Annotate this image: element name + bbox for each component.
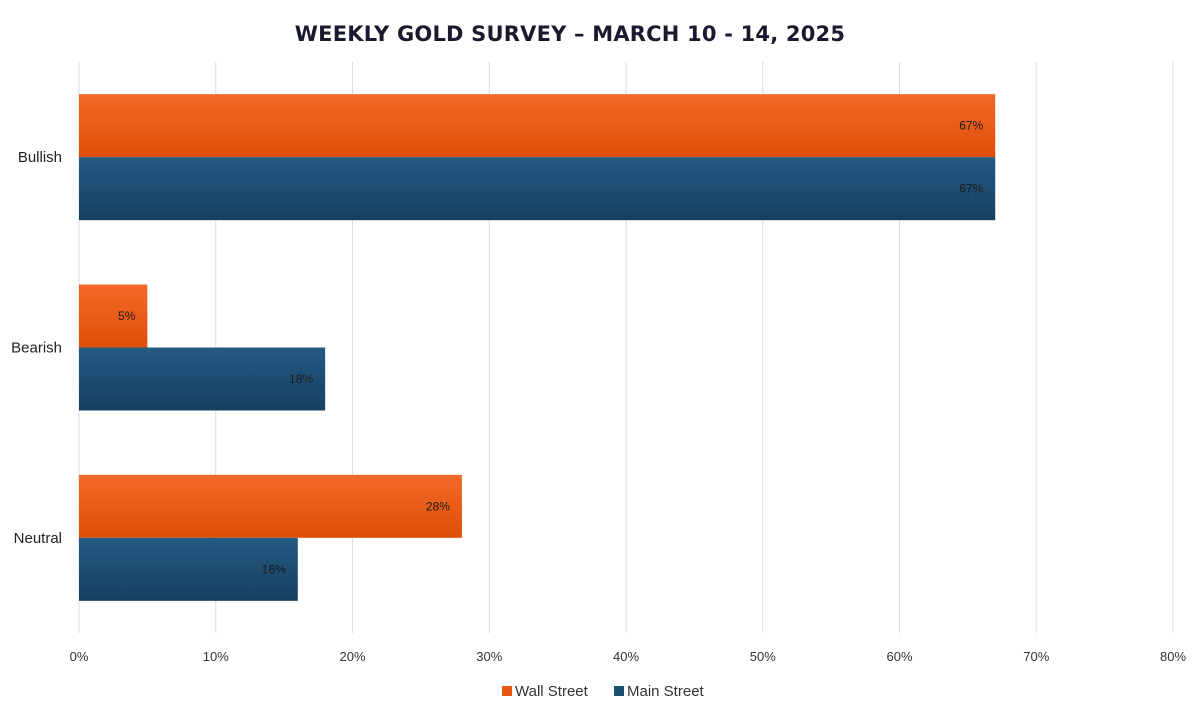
data-label: 16% [262,562,286,576]
legend-label: Wall Street [515,683,589,700]
x-tick-label: 70% [1023,649,1049,664]
data-label: 67% [959,182,983,196]
category-label: Bullish [18,149,62,166]
legend: Wall Street Main Street [502,683,705,700]
bar-main-street [79,537,298,601]
bar-wall-street [79,284,148,348]
x-tick-label: 60% [886,649,912,664]
data-label: 28% [426,499,450,513]
x-tick-label: 0% [70,649,89,664]
x-tick-label: 20% [339,649,365,664]
legend-label: Main Street [627,683,705,700]
bar-wall-street [79,474,462,538]
x-tick-label: 80% [1160,649,1186,664]
x-tick-label: 40% [613,649,639,664]
bar-wall-street [79,94,996,158]
x-tick-label: 30% [476,649,502,664]
category-label: Bearish [11,340,62,357]
data-label: 5% [118,309,136,323]
bars [79,94,996,601]
data-label: 18% [289,372,313,386]
legend-swatch [502,686,512,696]
axes: 0% 10% 20% 30% 40% 50% 60% 70% 80% Bullish Bearish… [11,149,1186,664]
x-tick-label: 50% [750,649,776,664]
bar-main-street [79,347,326,411]
category-label: Neutral [14,530,62,547]
data-labels: 67% 67% 5% 18% 28% 16% [118,119,984,577]
bar-main-street [79,157,996,221]
data-label: 67% [959,119,983,133]
chart-title: WEEKLY GOLD SURVEY – MARCH 10 - 14, 2025 [294,22,846,46]
x-tick-label: 10% [203,649,229,664]
legend-swatch [614,686,624,696]
